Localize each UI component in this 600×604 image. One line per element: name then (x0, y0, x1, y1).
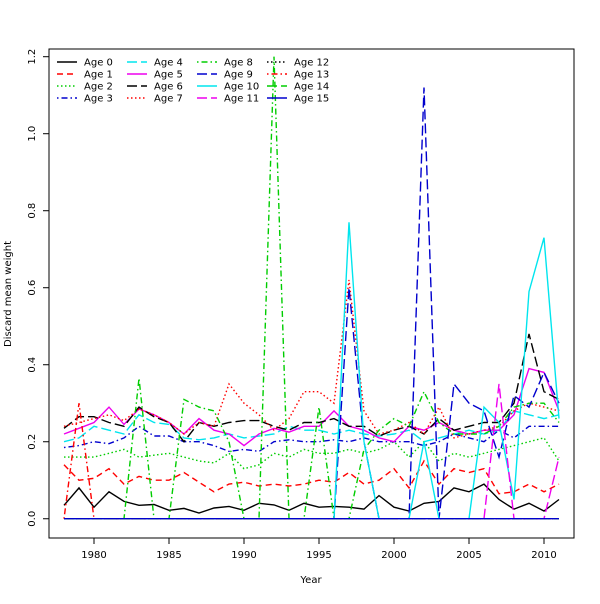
legend-label: Age 11 (224, 94, 259, 105)
series-line-age-10 (64, 222, 560, 520)
x-tick-label: 1980 (81, 550, 106, 561)
legend-item-age-8: Age 8 (197, 58, 253, 69)
legend-item-age-10: Age 10 (197, 82, 259, 93)
series-line-age-9 (64, 87, 560, 520)
legend-label: Age 12 (294, 58, 329, 69)
x-tick-label: 2000 (381, 550, 406, 561)
legend-label: Age 3 (84, 94, 113, 105)
series-line-age-6 (63, 333, 560, 443)
legend-label: Age 15 (294, 94, 329, 105)
legend-item-age-1: Age 1 (57, 70, 113, 81)
legend-item-age-14: Age 14 (267, 82, 329, 93)
y-axis-title: Discard mean weight (3, 241, 14, 347)
y-tick-label: 0.6 (27, 280, 38, 296)
y-tick-label: 0.4 (27, 357, 38, 373)
legend-label: Age 14 (294, 82, 329, 93)
series-line-age-1 (63, 459, 560, 495)
x-tick-label: 1990 (231, 550, 256, 561)
y-tick-label: 1.2 (27, 49, 38, 65)
y-axis: 0.0 0.2 0.4 0.6 0.8 1.0 1.2 (27, 49, 50, 527)
series-layer (63, 56, 560, 520)
legend-item-age-15: Age 15 (267, 94, 329, 105)
plot-frame (48, 48, 575, 539)
y-tick-label: 0.2 (27, 434, 38, 450)
x-tick-label: 2010 (531, 550, 556, 561)
series-line-age-8 (64, 56, 560, 520)
legend-item-age-13: Age 13 (267, 70, 329, 81)
legend-label: Age 13 (294, 70, 329, 81)
legend-item-age-6: Age 6 (127, 82, 183, 93)
legend-item-age-3: Age 3 (57, 94, 113, 105)
legend-item-age-0: Age 0 (57, 58, 113, 69)
series-line-age-7 (63, 279, 560, 439)
series-line-age-3 (63, 425, 559, 453)
series-line-age-4 (63, 410, 560, 443)
legend-label: Age 1 (84, 70, 113, 81)
legend-label: Age 0 (84, 58, 113, 69)
legend-item-age-11: Age 11 (197, 94, 259, 105)
y-tick-label: 1.0 (27, 126, 38, 142)
y-tick-label: 0.8 (27, 203, 38, 219)
legend-label: Age 4 (154, 58, 183, 69)
legend-label: Age 10 (224, 82, 259, 93)
legend-item-age-4: Age 4 (127, 58, 183, 69)
legend-label: Age 9 (224, 70, 253, 81)
legend-label: Age 5 (154, 70, 183, 81)
legend-item-age-2: Age 2 (57, 82, 113, 93)
x-axis: 1980 1985 1990 1995 2000 2005 2010 (81, 537, 557, 561)
legend-label: Age 2 (84, 82, 113, 93)
legend-label: Age 7 (154, 94, 183, 105)
x-tick-label: 1985 (156, 550, 181, 561)
x-tick-label: 2005 (456, 550, 481, 561)
x-tick-label: 1995 (306, 550, 331, 561)
series-line-age-0 (63, 483, 560, 514)
legend-item-age-9: Age 9 (197, 70, 253, 81)
x-axis-title: Year (299, 575, 322, 586)
legend-item-age-7: Age 7 (127, 94, 183, 105)
y-tick-label: 0.0 (27, 511, 38, 527)
series-line-age-2 (64, 437, 560, 470)
legend-item-age-12: Age 12 (267, 58, 329, 69)
series-line-age-11 (64, 383, 560, 520)
series-line-age-13 (63, 403, 559, 520)
legend-label: Age 6 (154, 82, 183, 93)
legend-label: Age 8 (224, 58, 253, 69)
legend-item-age-5: Age 5 (127, 70, 183, 81)
